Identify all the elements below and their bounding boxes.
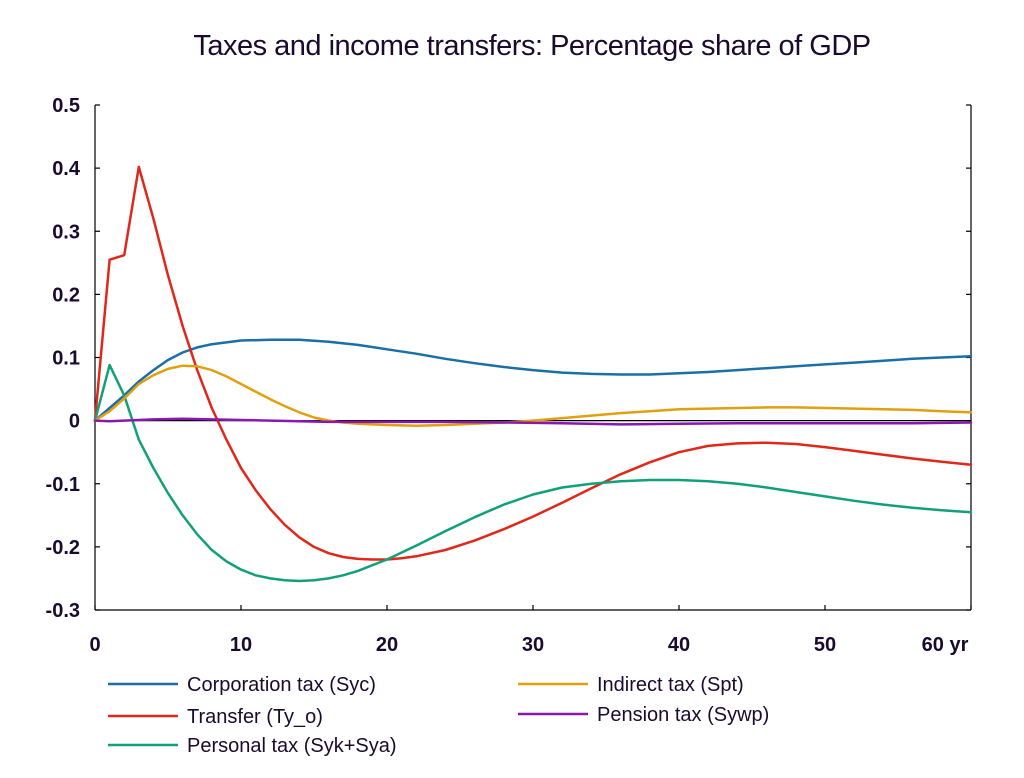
legend-label: Indirect tax (Spt)	[597, 674, 744, 696]
series-line-1	[93, 165, 973, 561]
x-tick-label: 40	[668, 634, 690, 656]
x-tick-label: 50	[814, 634, 836, 656]
legend-label: Transfer (Ty_o)	[187, 706, 323, 728]
x-tick-label: 30	[522, 634, 544, 656]
y-tick-label: 0.4	[52, 158, 81, 180]
x-tick-label: 60 yr	[922, 634, 969, 656]
y-tick-label: -0.1	[46, 474, 80, 496]
legend-label: Corporation tax (Syc)	[187, 674, 376, 696]
chart-title: Taxes and income transfers: Percentage s…	[193, 30, 871, 62]
legend-label: Pension tax (Sywp)	[597, 704, 769, 726]
legend-label: Personal tax (Syk+Sya)	[187, 735, 397, 757]
series-line-0	[93, 338, 973, 422]
x-tick-label: 0	[89, 634, 100, 656]
y-tick-label: 0.5	[52, 95, 80, 117]
x-tick-label: 10	[230, 634, 252, 656]
legend: Corporation tax (Syc) Transfer (Ty_o) Pers…	[108, 674, 769, 757]
y-tick-label: 0.2	[52, 284, 80, 306]
y-tick-label: 0.3	[52, 221, 80, 243]
series-lines	[93, 165, 973, 583]
x-tick-label: 20	[376, 634, 398, 656]
series-line-4	[93, 417, 973, 426]
axes: 0.5 0.4 0.3 0.2 0.1 0 -0.1 -0.2 -0.3 0 10 20 30 40 50 6…	[46, 95, 972, 656]
y-tick-label: 0	[69, 411, 80, 433]
y-tick-label: 0.1	[52, 348, 80, 370]
y-tick-label: -0.2	[46, 537, 80, 559]
series-line-3	[93, 364, 973, 427]
y-tick-label: -0.3	[46, 600, 80, 622]
series-line-2	[93, 363, 973, 583]
